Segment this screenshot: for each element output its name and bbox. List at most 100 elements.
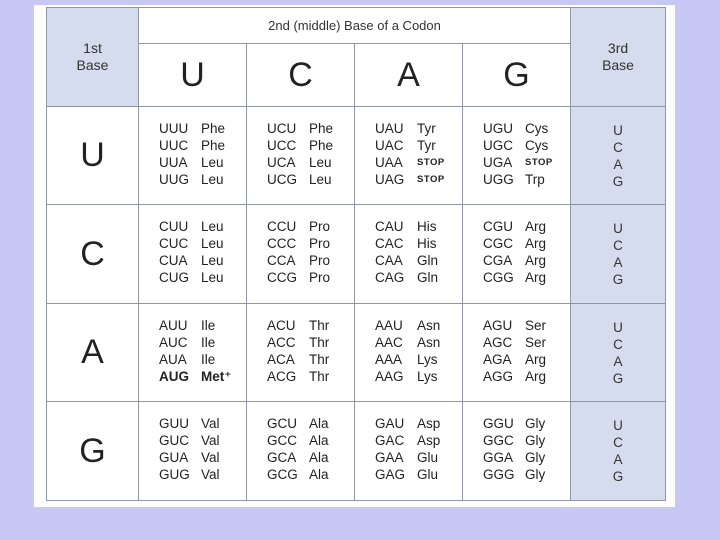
amino-acid: Leu	[309, 172, 332, 187]
codon: UGG	[483, 172, 514, 187]
codon-entry: UUG Leu	[159, 171, 246, 188]
codon-entry: CUU Leu	[159, 218, 246, 235]
codon-cell: GCU Ala GCC Ala GCA Ala GCG Ala	[246, 401, 355, 501]
amino-acid: Arg	[525, 270, 547, 285]
codon: GCU	[267, 416, 297, 431]
codon-entry: AAU Asn	[375, 317, 462, 334]
codon-cell: UGU Cys UGC Cys UGA STOP UGG Trp	[461, 106, 572, 205]
codon: CUG	[159, 270, 189, 285]
codon-entry: UUA Leu	[159, 154, 246, 171]
codon: CCU	[267, 219, 297, 234]
amino-acid: Lys	[417, 369, 438, 384]
codon-entry: CAG Gln	[375, 269, 462, 286]
codon-entry: GGA Gly	[483, 449, 570, 466]
codon-entry: UAU Tyr	[375, 120, 462, 137]
amino-acid: Gln	[417, 253, 439, 268]
stop-codon-label: STOP	[417, 174, 445, 185]
codon: CUU	[159, 219, 189, 234]
middle-base-g: G	[461, 43, 572, 107]
codon: GAG	[375, 467, 406, 482]
codon-row: U UUU Phe UUC Phe UUA Leu UUG Leu UCU Phe UCC Phe UCA…	[46, 106, 667, 205]
codon-entry: GGU Gly	[483, 415, 570, 432]
amino-acid: Ile	[201, 335, 216, 350]
amino-acid: Trp	[525, 172, 545, 187]
codon: UUA	[159, 155, 188, 170]
codon-entry: CGC Arg	[483, 235, 570, 252]
amino-acid: Met⁺	[201, 369, 232, 384]
codon: AGG	[483, 369, 514, 384]
middle-base-title: 2nd (middle) Base of a Codon	[137, 7, 572, 44]
codon-cell: GUU Val GUC Val GUA Val GUG Val	[138, 401, 247, 501]
codon-entry: ACC Thr	[267, 334, 354, 351]
codon: ACU	[267, 318, 296, 333]
amino-acid: Thr	[309, 318, 330, 333]
codon: GUA	[159, 450, 189, 465]
codon-cell: AGU Ser AGC Ser AGA Arg AGG Arg	[461, 303, 572, 402]
third-base-c: C	[613, 336, 623, 352]
codon: GCA	[267, 450, 297, 465]
codon: UUC	[159, 138, 189, 153]
first-base-label-line2: Base	[76, 57, 109, 73]
amino-acid: Thr	[309, 352, 330, 367]
first-base-g: G	[46, 401, 139, 501]
codon-entry: UCG Leu	[267, 171, 354, 188]
amino-acid: Lys	[417, 352, 438, 367]
codon-cell: UAU Tyr UAC Tyr UAA STOP UAG STOP	[354, 106, 463, 205]
amino-acid: Pro	[309, 253, 331, 268]
codon: UAU	[375, 121, 404, 136]
third-base-c: C	[613, 238, 623, 253]
amino-acid: Cys	[525, 138, 549, 153]
amino-acid: Gly	[525, 450, 546, 465]
codon: CGG	[483, 270, 514, 285]
amino-acid: Pro	[309, 270, 331, 285]
first-base-header: 1st Base	[46, 7, 139, 107]
third-base-header: 3rd Base	[570, 7, 667, 107]
amino-acid: Arg	[525, 236, 547, 251]
codon-entry: CCA Pro	[267, 252, 354, 269]
codon-entry: UCC Phe	[267, 137, 354, 154]
codon: CAA	[375, 253, 403, 268]
codon-entry: AGC Ser	[483, 334, 570, 351]
third-base-g: G	[612, 173, 624, 189]
codon: CGA	[483, 253, 513, 268]
codon: CAC	[375, 236, 404, 251]
codon: CCA	[267, 253, 296, 268]
codon-cell: AAU Asn AAC Asn AAA Lys AAG Lys	[354, 303, 463, 402]
codon-entry: GAC Asp	[375, 432, 462, 449]
codon-entry: GAA Glu	[375, 449, 462, 466]
codon-entry: CGG Arg	[483, 269, 570, 286]
codon: CUC	[159, 236, 189, 251]
amino-acid: Val	[201, 416, 220, 431]
amino-acid: Leu	[201, 236, 224, 251]
amino-acid: Thr	[309, 335, 330, 350]
amino-acid: Ala	[309, 450, 329, 465]
codon-cell: CUU Leu CUC Leu CUA Leu CUG Leu	[138, 204, 247, 304]
codon-entry: GAG Glu	[375, 466, 462, 483]
amino-acid: Leu	[201, 270, 224, 285]
codon-entry: AGG Arg	[483, 368, 570, 385]
codon: AUG	[159, 369, 189, 384]
amino-acid: Pro	[309, 219, 331, 234]
codon-entry: GUA Val	[159, 449, 246, 466]
amino-acid: Leu	[201, 155, 224, 170]
codon: AAA	[375, 352, 403, 367]
codon-entry: AGA Arg	[483, 351, 570, 368]
third-base-c: C	[613, 435, 623, 450]
amino-acid: Val	[201, 433, 220, 448]
codon-entry: AAG Lys	[375, 368, 462, 385]
amino-acid: Phe	[309, 121, 334, 136]
codon-entry: GGC Gly	[483, 432, 570, 449]
codon-entry: GGG Gly	[483, 466, 570, 483]
codon-entry: ACU Thr	[267, 317, 354, 334]
codon-entry: GCU Ala	[267, 415, 354, 432]
codon: GCC	[267, 433, 297, 448]
codon: GGC	[483, 433, 514, 448]
codon: CAG	[375, 270, 405, 285]
codon: CAU	[375, 219, 404, 234]
amino-acid: Glu	[417, 450, 439, 465]
codon-entry: GCA Ala	[267, 449, 354, 466]
codon: AAU	[375, 318, 403, 333]
codon-entry: CUC Leu	[159, 235, 246, 252]
codon-entry: UGA STOP	[483, 154, 570, 171]
third-base-g: G	[612, 272, 624, 287]
